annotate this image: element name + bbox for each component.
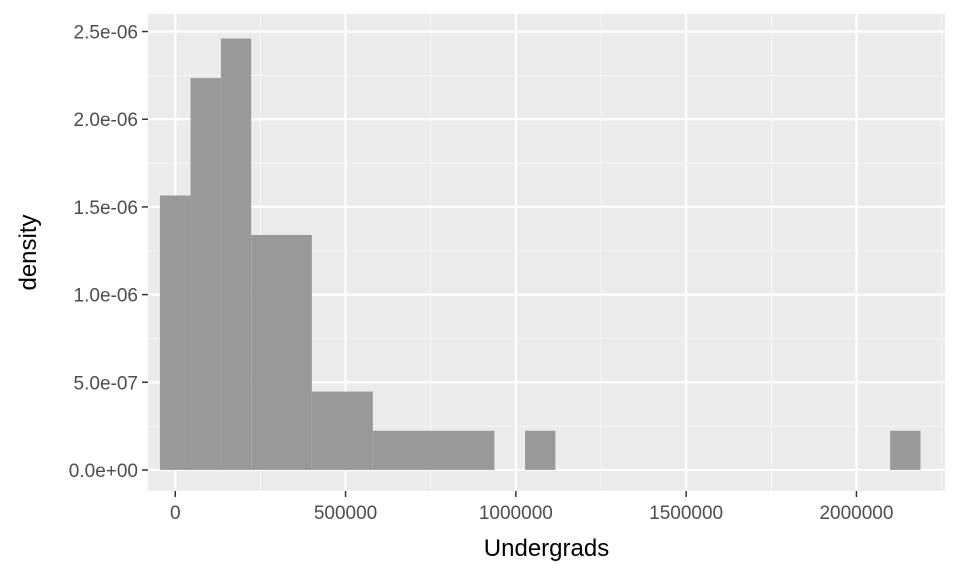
histogram-bar (372, 430, 495, 470)
x-tick-label: 2000000 (819, 503, 893, 524)
x-tick-label: 1000000 (479, 503, 553, 524)
y-tick-label: 1.0e-06 (74, 286, 138, 307)
x-tick-label: 1500000 (649, 503, 723, 524)
histogram-bar (251, 234, 312, 470)
histogram-bar (159, 195, 191, 470)
histogram-bar (525, 430, 556, 470)
y-tick-label: 2.5e-06 (74, 23, 138, 44)
histogram-bar (311, 391, 373, 470)
y-tick-label: 1.5e-06 (74, 198, 138, 219)
x-axis: 0 500000 1000000 1500000 2000000 (170, 491, 893, 524)
y-axis-title: density (15, 214, 42, 290)
y-tick-label: 2.0e-06 (74, 110, 138, 131)
y-tick-label: 0.0e+00 (69, 461, 138, 482)
histogram-bar (190, 78, 221, 470)
x-axis-title: Undergrads (484, 535, 609, 562)
histogram-bars (159, 38, 921, 470)
y-tick-label: 5.0e-07 (74, 373, 138, 394)
x-tick-label: 500000 (314, 503, 377, 524)
histogram-bar (890, 430, 921, 470)
x-tick-label: 0 (170, 503, 181, 524)
histogram-bar (220, 38, 252, 470)
y-axis: 0.0e+00 5.0e-07 1.0e-06 1.5e-06 2.0e-06 2.5e-… (69, 23, 148, 482)
